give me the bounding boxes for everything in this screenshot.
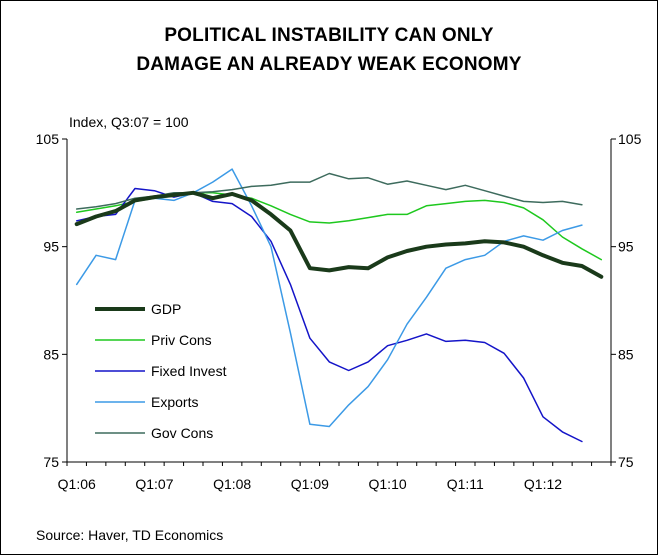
x-tick-label: Q1:12: [524, 476, 562, 492]
chart-series: [74, 168, 604, 443]
y-tick-label-right: 95: [618, 239, 634, 255]
legend-label-priv-cons: Priv Cons: [151, 332, 212, 348]
y-tick-label-left: 85: [43, 346, 59, 362]
y-tick-label-right: 75: [618, 454, 634, 470]
y-tick-label-left: 75: [43, 454, 59, 470]
x-tick-label: Q1:11: [447, 476, 484, 492]
series-line-priv-cons: [75, 192, 603, 261]
chart-title-line-2: DAMAGE AN ALREADY WEAK ECONOMY: [136, 54, 522, 75]
source-note: Source: Haver, TD Economics: [36, 527, 224, 543]
y-tick-label-left: 105: [36, 131, 60, 147]
x-tick-label: Q1:07: [135, 476, 173, 492]
y-tick-label-right: 105: [618, 131, 642, 147]
x-tick-label: Q1:10: [369, 476, 407, 492]
legend-label-fixed-invest: Fixed Invest: [151, 363, 227, 379]
y-axis-label: Index, Q3:07 = 100: [69, 114, 189, 130]
legend-label-exports: Exports: [151, 394, 198, 410]
x-tick-label: Q1:08: [213, 476, 251, 492]
chart-legend: GDP Priv Cons Fixed Invest Exports Gov Cons: [95, 301, 227, 441]
series-line-exports: [75, 168, 583, 428]
legend-label-gov-cons: Gov Cons: [151, 425, 213, 441]
chart-title-line-1: POLITICAL INSTABILITY CAN ONLY: [164, 25, 494, 46]
legend-label-gdp: GDP: [151, 301, 181, 317]
chart-axes: 75 75 85 85 95 95 105 105 Q1:06 Q1:07 Q1:08 Q1:09 Q1…: [36, 131, 642, 492]
series-line-gdp: [74, 190, 604, 279]
series-line-fixed-invest: [75, 187, 583, 443]
x-tick-label: Q1:09: [291, 476, 329, 492]
x-tick-label: Q1:06: [58, 476, 96, 492]
y-tick-label-left: 95: [43, 239, 59, 255]
y-tick-label-right: 85: [618, 346, 634, 362]
